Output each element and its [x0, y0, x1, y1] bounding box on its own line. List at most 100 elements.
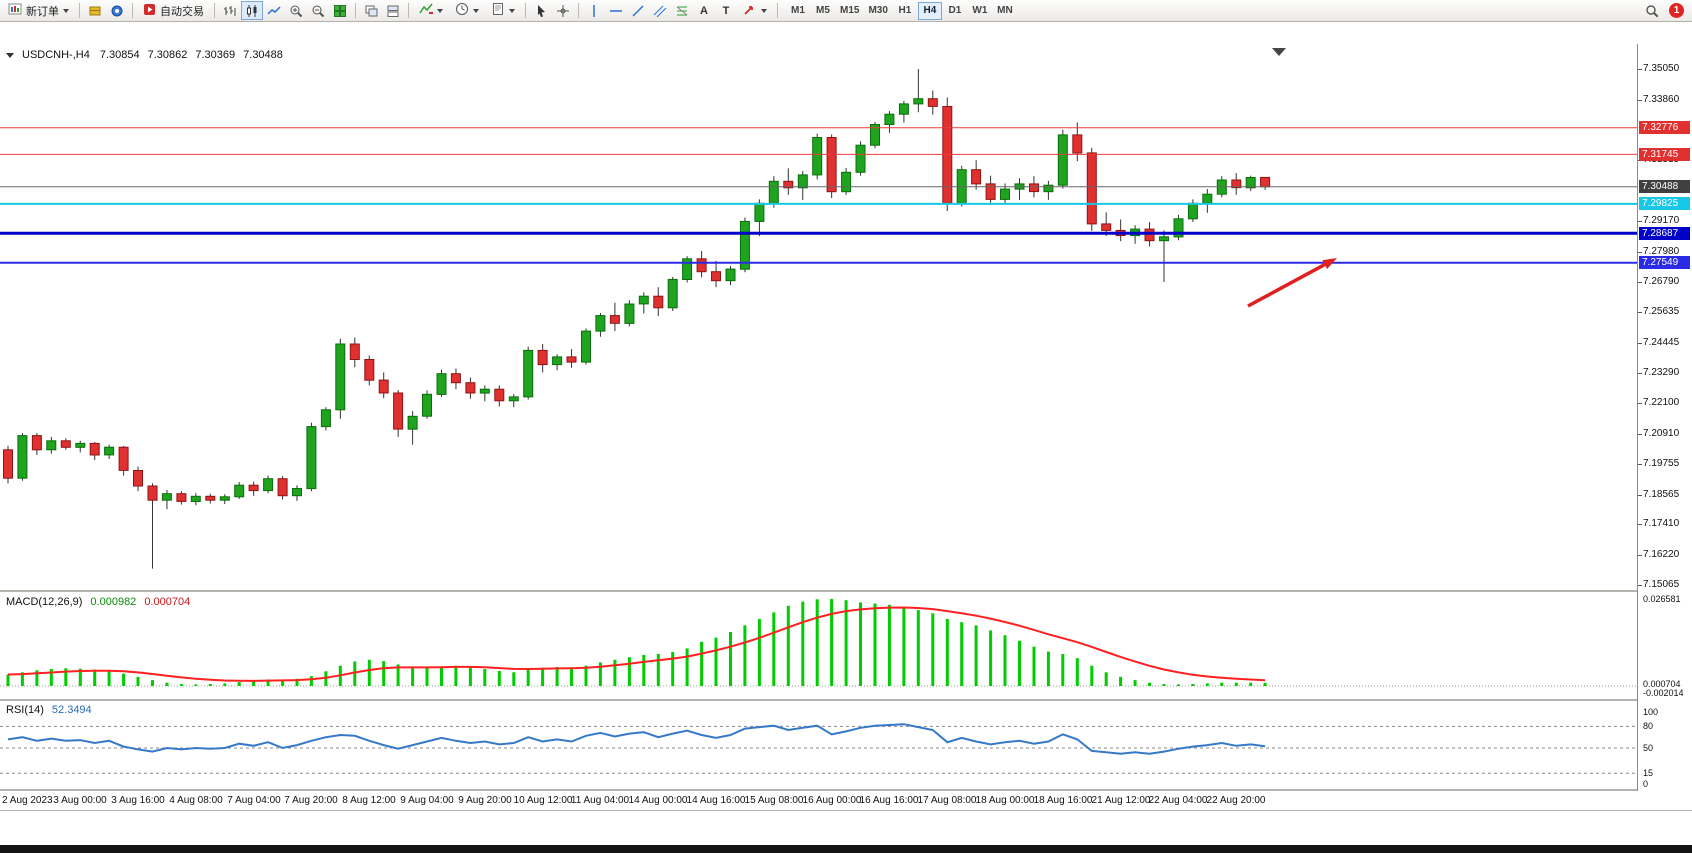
time-axis-label: 14 Aug 16:00 [686, 795, 746, 806]
time-axis-label: 17 Aug 08:00 [917, 795, 977, 806]
macd-axis-label: 0.026581 [1643, 594, 1681, 604]
navigator-button[interactable] [106, 1, 128, 20]
separator [578, 3, 579, 18]
tile-horizontal-icon [387, 5, 399, 17]
rsi-current-value: 52.3494 [51, 704, 92, 716]
price-tick-label: 7.25635 [1643, 306, 1680, 317]
time-axis-label: 7 Aug 20:00 [284, 795, 338, 806]
chart-region: USDCNH-,H4 7.30854 7.30862 7.30369 7.304… [0, 22, 1692, 811]
market-watch-button[interactable] [84, 1, 106, 20]
zoom-in-button[interactable] [285, 1, 307, 20]
price-tick [1638, 343, 1642, 344]
price-tick [1638, 282, 1642, 283]
panel-separator[interactable] [0, 590, 1692, 592]
price-tick [1638, 221, 1642, 222]
panel-separator[interactable] [0, 699, 1692, 701]
macd-label: MACD(12,26,9) 0.000982 0.000704 [6, 596, 190, 608]
arrows-tool-button[interactable] [737, 1, 773, 20]
equidistant-channel-button[interactable] [649, 1, 671, 20]
macd-panel[interactable] [0, 592, 1637, 699]
caret-down-icon [473, 8, 479, 13]
trendline-icon [632, 4, 644, 17]
price-tick [1638, 464, 1642, 465]
timeframe-button-H1[interactable]: H1 [893, 2, 917, 20]
main-chart[interactable] [0, 44, 1637, 590]
zoom-out-button[interactable] [307, 1, 329, 20]
time-axis-label: 3 Aug 16:00 [111, 795, 165, 806]
price-tick [1638, 585, 1642, 586]
zoom-out-icon [312, 5, 325, 17]
tile-horizontal-button[interactable] [382, 1, 404, 20]
arrow-tool-icon [743, 2, 757, 19]
price-tick-label: 7.26790 [1643, 276, 1680, 287]
timeframe-button-H4[interactable]: H4 [917, 1, 942, 20]
macd-axis-label: -0.002014 [1643, 688, 1684, 698]
macd-axis-label: 0.000704 [1643, 679, 1681, 689]
text-tool-button[interactable]: A [693, 1, 715, 20]
timeframe-button-M30[interactable]: M30 [864, 2, 891, 20]
price-line-badge: 7.27549 [1639, 256, 1690, 269]
search-button[interactable] [1641, 1, 1663, 20]
time-axis-label: 14 Aug 00:00 [628, 795, 688, 806]
template-icon [491, 2, 505, 19]
indicators-button[interactable] [413, 1, 449, 20]
bar-chart-button[interactable] [219, 1, 241, 20]
ohlc-open: 7.30854 [99, 49, 140, 61]
time-axis-label: 4 Aug 08:00 [169, 795, 223, 806]
macd-histogram [6, 598, 1267, 686]
collapse-ohlc-icon[interactable] [6, 52, 14, 58]
horizontal-line-button[interactable] [605, 1, 627, 20]
price-line-badge: 7.30488 [1639, 180, 1690, 193]
price-tick-label: 7.22100 [1643, 397, 1680, 408]
candles-layer [3, 69, 1271, 569]
rsi-panel[interactable] [0, 701, 1637, 789]
chart-shift-marker[interactable] [1272, 48, 1286, 56]
periods-button[interactable] [449, 1, 485, 20]
crosshair-icon [557, 4, 569, 17]
panel-separator[interactable] [0, 789, 1692, 791]
candlestick-chart-button[interactable] [241, 1, 263, 20]
cascade-windows-button[interactable] [360, 1, 382, 20]
rsi-line [7, 723, 1266, 755]
price-tick [1638, 312, 1642, 313]
timeframe-button-M1[interactable]: M1 [786, 2, 810, 20]
text-label-tool-icon: T [722, 4, 730, 17]
navigator-icon [111, 5, 123, 16]
ohlc-low: 7.30369 [195, 49, 236, 61]
price-line-badge: 7.29825 [1639, 197, 1690, 210]
timeframe-button-W1[interactable]: W1 [968, 2, 992, 20]
new-order-label: 新订单 [26, 5, 59, 18]
price-tick [1638, 434, 1642, 435]
price-tick [1638, 495, 1642, 496]
new-order-button[interactable]: 新订单 [2, 1, 75, 20]
text-label-tool-button[interactable]: T [715, 1, 737, 20]
rsi-name: RSI(14) [6, 704, 44, 716]
auto-trading-button[interactable]: 自动交易 [137, 1, 210, 20]
cursor-icon [538, 4, 545, 17]
timeframe-button-MN[interactable]: MN [993, 2, 1017, 20]
line-chart-button[interactable] [263, 1, 285, 20]
toolbar: 新订单 自动交易 [0, 0, 1692, 22]
tile-windows-button[interactable] [329, 1, 351, 20]
auto-trading-icon [143, 3, 156, 19]
timeframe-button-D1[interactable]: D1 [943, 2, 967, 20]
time-axis-label: 10 Aug 12:00 [513, 795, 573, 806]
cursor-button[interactable] [530, 1, 552, 20]
annotation-arrow[interactable] [1247, 258, 1337, 308]
vertical-line-button[interactable] [583, 1, 605, 20]
time-axis[interactable]: 2 Aug 2023 3 Aug 00:00 3 Aug 16:00 4 Aug 08… [0, 791, 1692, 811]
crosshair-button[interactable] [552, 1, 574, 20]
trendline-button[interactable] [627, 1, 649, 20]
price-tick [1638, 524, 1642, 525]
price-axis[interactable]: 7.350507.338607.315157.291707.279807.267… [1637, 44, 1692, 791]
time-axis-label: 18 Aug 16:00 [1033, 795, 1093, 806]
timeframe-button-M5[interactable]: M5 [811, 2, 835, 20]
zoom-in-icon [290, 5, 303, 17]
notification-badge[interactable]: 1 [1669, 3, 1684, 18]
timeframe-button-M15[interactable]: M15 [836, 2, 863, 20]
separator [214, 3, 215, 18]
fibonacci-button[interactable] [671, 1, 693, 20]
time-axis-label: 3 Aug 00:00 [53, 795, 107, 806]
templates-button[interactable] [485, 1, 521, 20]
chart-ohlc-title: USDCNH-,H4 7.30854 7.30862 7.30369 7.304… [6, 49, 283, 61]
